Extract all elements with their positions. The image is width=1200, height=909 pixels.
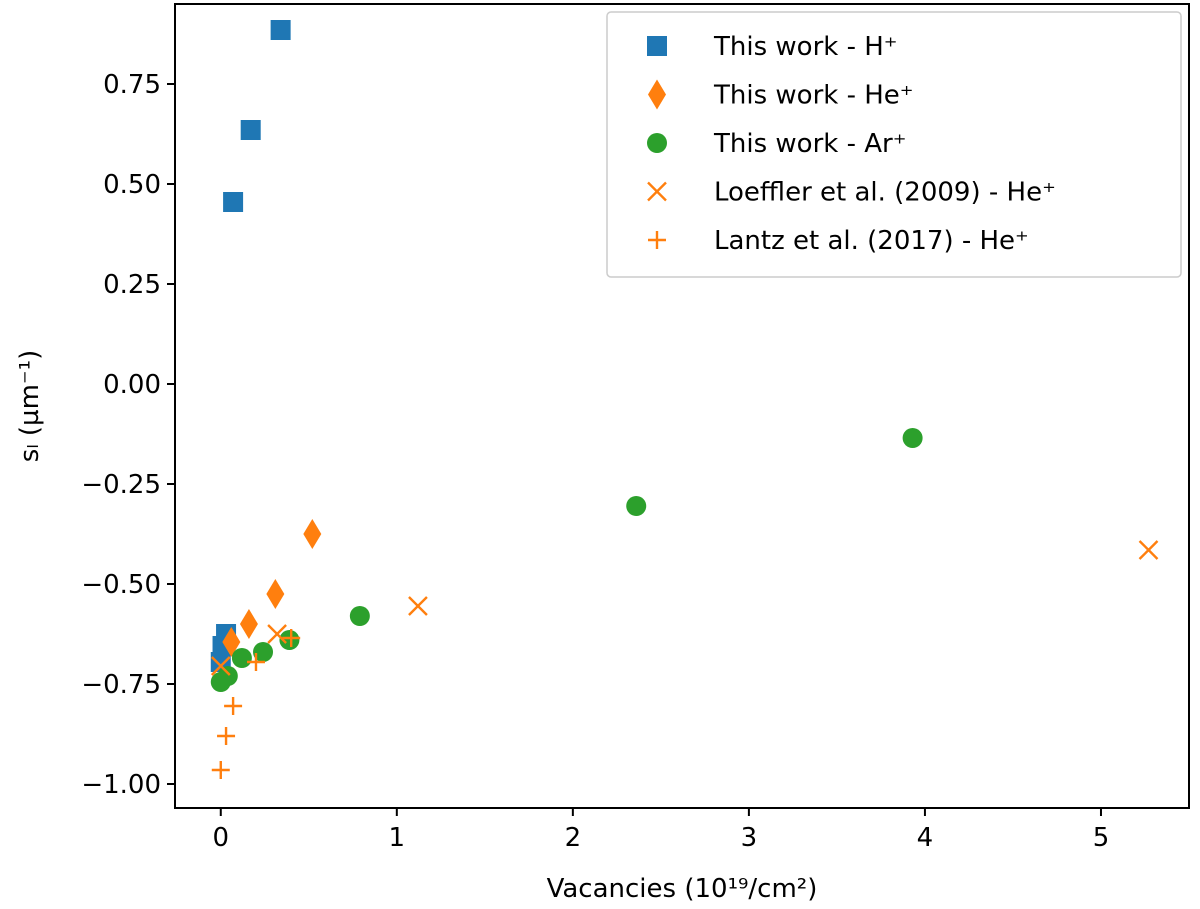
x-axis-ticks: 0 1 2 3 4 5 [212, 808, 1109, 853]
data-point [266, 579, 285, 609]
data-point [349, 606, 370, 626]
x-tick: 0 [212, 808, 229, 853]
x-tick-label: 5 [1093, 823, 1110, 853]
data-point [210, 656, 231, 676]
legend-frame [606, 11, 1182, 278]
y-axis-label: sₗ (µm⁻¹) [15, 350, 45, 462]
legend-marker [647, 181, 667, 202]
data-point [1138, 540, 1159, 560]
y-tick-label: −0.50 [81, 570, 161, 600]
y-tick: 0.75 [103, 70, 175, 100]
x-tick-label: 3 [741, 823, 758, 853]
x-tick: 3 [741, 808, 758, 853]
plot-frame [174, 3, 1190, 809]
y-tick: −0.50 [81, 570, 175, 600]
y-tick-label: 0.25 [103, 270, 161, 300]
data-point [408, 596, 428, 616]
data-point [240, 120, 261, 140]
x-tick: 4 [917, 808, 934, 853]
legend-entry: This work - Ar⁺ [647, 129, 906, 159]
x-axis-label: Vacancies (10¹⁹/cm²) [547, 874, 818, 904]
x-tick-label: 0 [212, 823, 229, 853]
data-point [267, 624, 287, 644]
data-point [224, 697, 243, 715]
y-tick-label: −0.75 [81, 670, 161, 700]
legend-label: This work - Ar⁺ [713, 129, 906, 159]
y-tick-label: −1.00 [81, 770, 161, 800]
legend-label: This work - He⁺ [713, 81, 914, 111]
data-point [626, 496, 647, 516]
data-point [223, 192, 244, 212]
legend-marker [647, 133, 667, 153]
y-tick: 0.00 [103, 370, 175, 400]
data-point [253, 642, 274, 662]
legend-label: Lantz et al. (2017) - He⁺ [714, 226, 1029, 256]
y-tick-label: −0.25 [81, 470, 161, 500]
y-axis-ticks: −1.00 −0.75 −0.50 −0.25 0.00 0.25 0.50 0.75 [81, 70, 175, 800]
x-tick: 2 [565, 808, 582, 853]
legend-marker [648, 231, 666, 249]
legend-entry: This work - H⁺ [647, 32, 898, 62]
data-point [282, 629, 301, 647]
x-tick-label: 2 [565, 823, 582, 853]
data-point [270, 20, 291, 40]
data-point [303, 519, 322, 549]
legend-marker [648, 79, 666, 110]
y-tick: −1.00 [81, 770, 175, 800]
data-point [279, 630, 300, 650]
x-tick: 1 [389, 808, 406, 853]
series-square [210, 20, 291, 672]
data-point [210, 672, 231, 692]
data-point [222, 627, 241, 657]
y-tick-label: 0.75 [103, 70, 161, 100]
series-circle [210, 428, 923, 692]
series-diamond [222, 519, 322, 657]
y-tick: 0.25 [103, 270, 175, 300]
data-point [239, 609, 258, 639]
data-points [210, 20, 1159, 779]
y-tick: −0.75 [81, 670, 175, 700]
data-point [231, 648, 252, 668]
data-point [217, 727, 236, 745]
legend-marker [647, 36, 667, 56]
data-point [902, 428, 923, 448]
series-plus [211, 629, 301, 779]
legend-entry: Lantz et al. (2017) - He⁺ [648, 226, 1029, 256]
x-tick-label: 1 [389, 823, 406, 853]
x-tick-label: 4 [917, 823, 934, 853]
legend-label: This work - H⁺ [713, 32, 898, 62]
data-point [246, 653, 265, 671]
y-tick-label: 0.00 [103, 370, 161, 400]
legend: This work - H⁺ This work - He⁺ This work -… [606, 11, 1182, 278]
y-tick: −0.25 [81, 470, 175, 500]
data-point [211, 761, 230, 779]
x-tick: 5 [1093, 808, 1110, 853]
legend-entry: Loeffler et al. (2009) - He⁺ [647, 178, 1056, 208]
y-tick-label: 0.50 [103, 170, 161, 200]
legend-label: Loeffler et al. (2009) - He⁺ [714, 178, 1056, 208]
y-tick: 0.50 [103, 170, 175, 200]
legend-entry: This work - He⁺ [648, 79, 914, 111]
series-x [210, 540, 1159, 676]
